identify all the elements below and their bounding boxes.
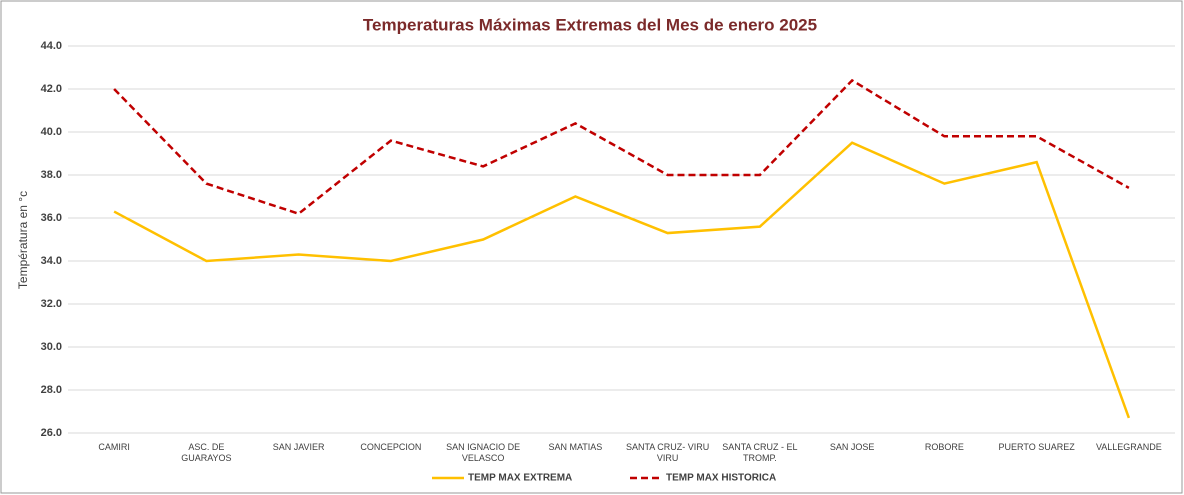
x-tick-label: CAMIRI <box>98 442 130 452</box>
y-axis-label: Températura en °c <box>16 191 30 289</box>
y-tick-label: 40.0 <box>41 126 62 138</box>
y-tick-label: 42.0 <box>41 83 62 95</box>
y-tick-label: 36.0 <box>41 212 62 224</box>
y-tick-label: 38.0 <box>41 169 62 181</box>
line-series <box>113 141 1131 419</box>
x-tick-label: SAN MATIAS <box>548 442 603 452</box>
x-tick-label: PUERTO SUAREZ <box>998 442 1075 452</box>
x-tick-label: SAN JOSE <box>829 442 875 452</box>
y-tick-label: 32.0 <box>41 298 62 310</box>
legend-label: TEMP MAX EXTREMA <box>468 473 572 484</box>
chart-title: Temperaturas Máximas Extremas del Mes de… <box>363 15 817 34</box>
y-tick-label: 44.0 <box>41 40 62 52</box>
y-tick-label: 34.0 <box>41 255 62 267</box>
x-tick-label: SANTA CRUZ - EL TROMP. <box>722 442 798 463</box>
line-series <box>113 78 1130 216</box>
y-tick-label: 26.0 <box>41 427 62 439</box>
x-tick-label: VALLEGRANDE <box>1095 442 1162 452</box>
y-tick-label: 30.0 <box>41 341 62 353</box>
x-tick-label: ASC. DE GUARAYOS <box>181 442 232 463</box>
x-tick-label: CONCEPCION <box>360 442 422 452</box>
legend-label: TEMP MAX HISTORICA <box>666 473 776 484</box>
x-tick-label: SANTA CRUZ- VIRU VIRU <box>625 442 710 463</box>
x-tick-label: SAN JAVIER <box>272 442 325 452</box>
x-tick-label: SAN IGNACIO DE VELASCO <box>446 442 521 463</box>
y-tick-label: 28.0 <box>41 384 62 396</box>
x-tick-label: ROBORE <box>924 442 964 452</box>
